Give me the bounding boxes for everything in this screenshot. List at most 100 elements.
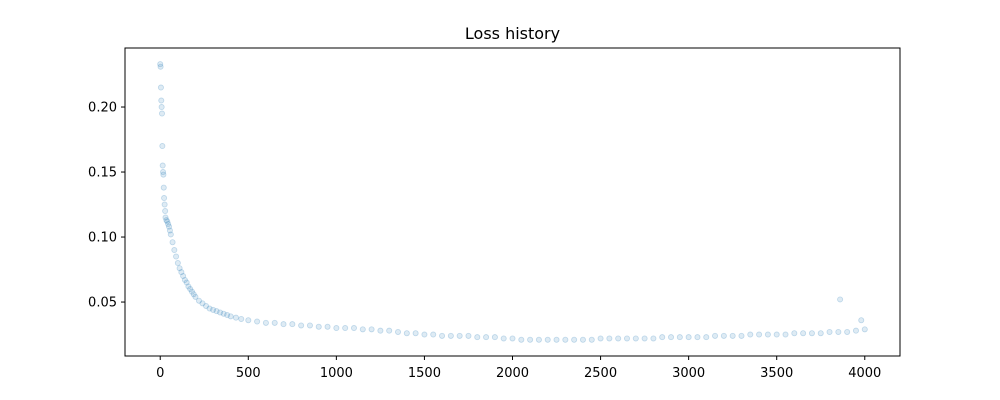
data-point xyxy=(238,315,245,322)
data-point xyxy=(412,330,419,337)
data-point xyxy=(163,217,170,224)
data-point xyxy=(167,231,174,238)
data-point xyxy=(188,288,195,295)
data-point xyxy=(571,336,578,343)
data-point xyxy=(791,330,798,337)
y-tick-label: 0.10 xyxy=(88,231,117,246)
data-point xyxy=(164,218,171,225)
data-point xyxy=(161,195,168,202)
data-point xyxy=(712,332,719,339)
data-point xyxy=(227,313,234,320)
data-point xyxy=(826,328,833,335)
data-point xyxy=(483,334,490,341)
data-point xyxy=(808,330,815,337)
data-point xyxy=(350,325,357,332)
data-point xyxy=(606,335,613,342)
data-point xyxy=(157,84,164,91)
data-point xyxy=(171,247,178,254)
data-point xyxy=(199,300,206,307)
data-point xyxy=(773,331,780,338)
data-point xyxy=(852,327,859,334)
data-point xyxy=(213,308,220,315)
data-point xyxy=(158,110,165,117)
data-point xyxy=(185,283,192,290)
data-point xyxy=(500,335,507,342)
data-point xyxy=(324,323,331,330)
data-point xyxy=(173,253,180,260)
data-point xyxy=(518,336,525,343)
scatter-points xyxy=(157,61,868,343)
data-point xyxy=(659,334,666,341)
data-point xyxy=(159,143,166,150)
data-point xyxy=(224,312,231,319)
data-point xyxy=(162,208,169,215)
data-point xyxy=(158,97,165,104)
data-point xyxy=(306,322,313,329)
data-point xyxy=(668,334,675,341)
data-point xyxy=(615,335,622,342)
data-point xyxy=(465,332,472,339)
data-point xyxy=(738,332,745,339)
x-tick-label: 3500 xyxy=(760,366,793,381)
data-point xyxy=(158,104,165,111)
data-point xyxy=(835,328,842,335)
data-point xyxy=(395,328,402,335)
data-point xyxy=(588,336,595,343)
data-point xyxy=(166,227,173,234)
data-point xyxy=(169,239,176,246)
data-point xyxy=(176,265,183,272)
data-point xyxy=(203,302,210,309)
data-point xyxy=(386,327,393,334)
data-point xyxy=(159,162,166,169)
data-point xyxy=(553,336,560,343)
data-point xyxy=(858,317,865,324)
data-point xyxy=(837,296,844,303)
x-tick-label: 0 xyxy=(156,366,164,381)
data-point xyxy=(579,336,586,343)
data-point xyxy=(641,335,648,342)
data-point xyxy=(535,336,542,343)
data-point xyxy=(165,221,172,228)
x-tick-label: 4000 xyxy=(848,366,881,381)
data-point xyxy=(456,332,463,339)
data-point xyxy=(359,326,366,333)
data-point xyxy=(195,297,202,304)
data-point xyxy=(782,331,789,338)
data-point xyxy=(166,223,173,230)
axis-ticks: 0 500 1000 1500 2000 2500 3000 3500 4000 0.05 0.10… xyxy=(88,101,881,381)
data-point xyxy=(262,319,269,326)
data-point xyxy=(439,332,446,339)
data-point xyxy=(720,332,727,339)
data-point xyxy=(747,331,754,338)
data-point xyxy=(333,325,340,332)
data-point xyxy=(676,334,683,341)
data-point xyxy=(685,334,692,341)
x-tick-label: 1000 xyxy=(320,366,353,381)
data-point xyxy=(650,335,657,342)
data-point xyxy=(280,321,287,328)
data-point xyxy=(756,331,763,338)
data-point xyxy=(181,276,188,283)
data-point xyxy=(474,334,481,341)
x-tick-label: 500 xyxy=(236,366,261,381)
data-point xyxy=(844,328,851,335)
data-point xyxy=(527,336,534,343)
data-point xyxy=(342,325,349,332)
data-point xyxy=(157,63,164,70)
data-point xyxy=(271,319,278,326)
data-point xyxy=(817,330,824,337)
data-point xyxy=(160,184,167,191)
data-point xyxy=(190,291,197,298)
data-point xyxy=(315,323,322,330)
data-point xyxy=(729,332,736,339)
data-point xyxy=(509,335,516,342)
data-point xyxy=(183,279,190,286)
data-point xyxy=(703,334,710,341)
y-tick-label: 0.20 xyxy=(88,101,117,116)
data-point xyxy=(217,309,224,316)
plot-area-frame xyxy=(124,47,901,357)
data-point xyxy=(245,317,252,324)
x-tick-label: 3000 xyxy=(672,366,705,381)
y-tick-label: 0.05 xyxy=(88,296,117,311)
